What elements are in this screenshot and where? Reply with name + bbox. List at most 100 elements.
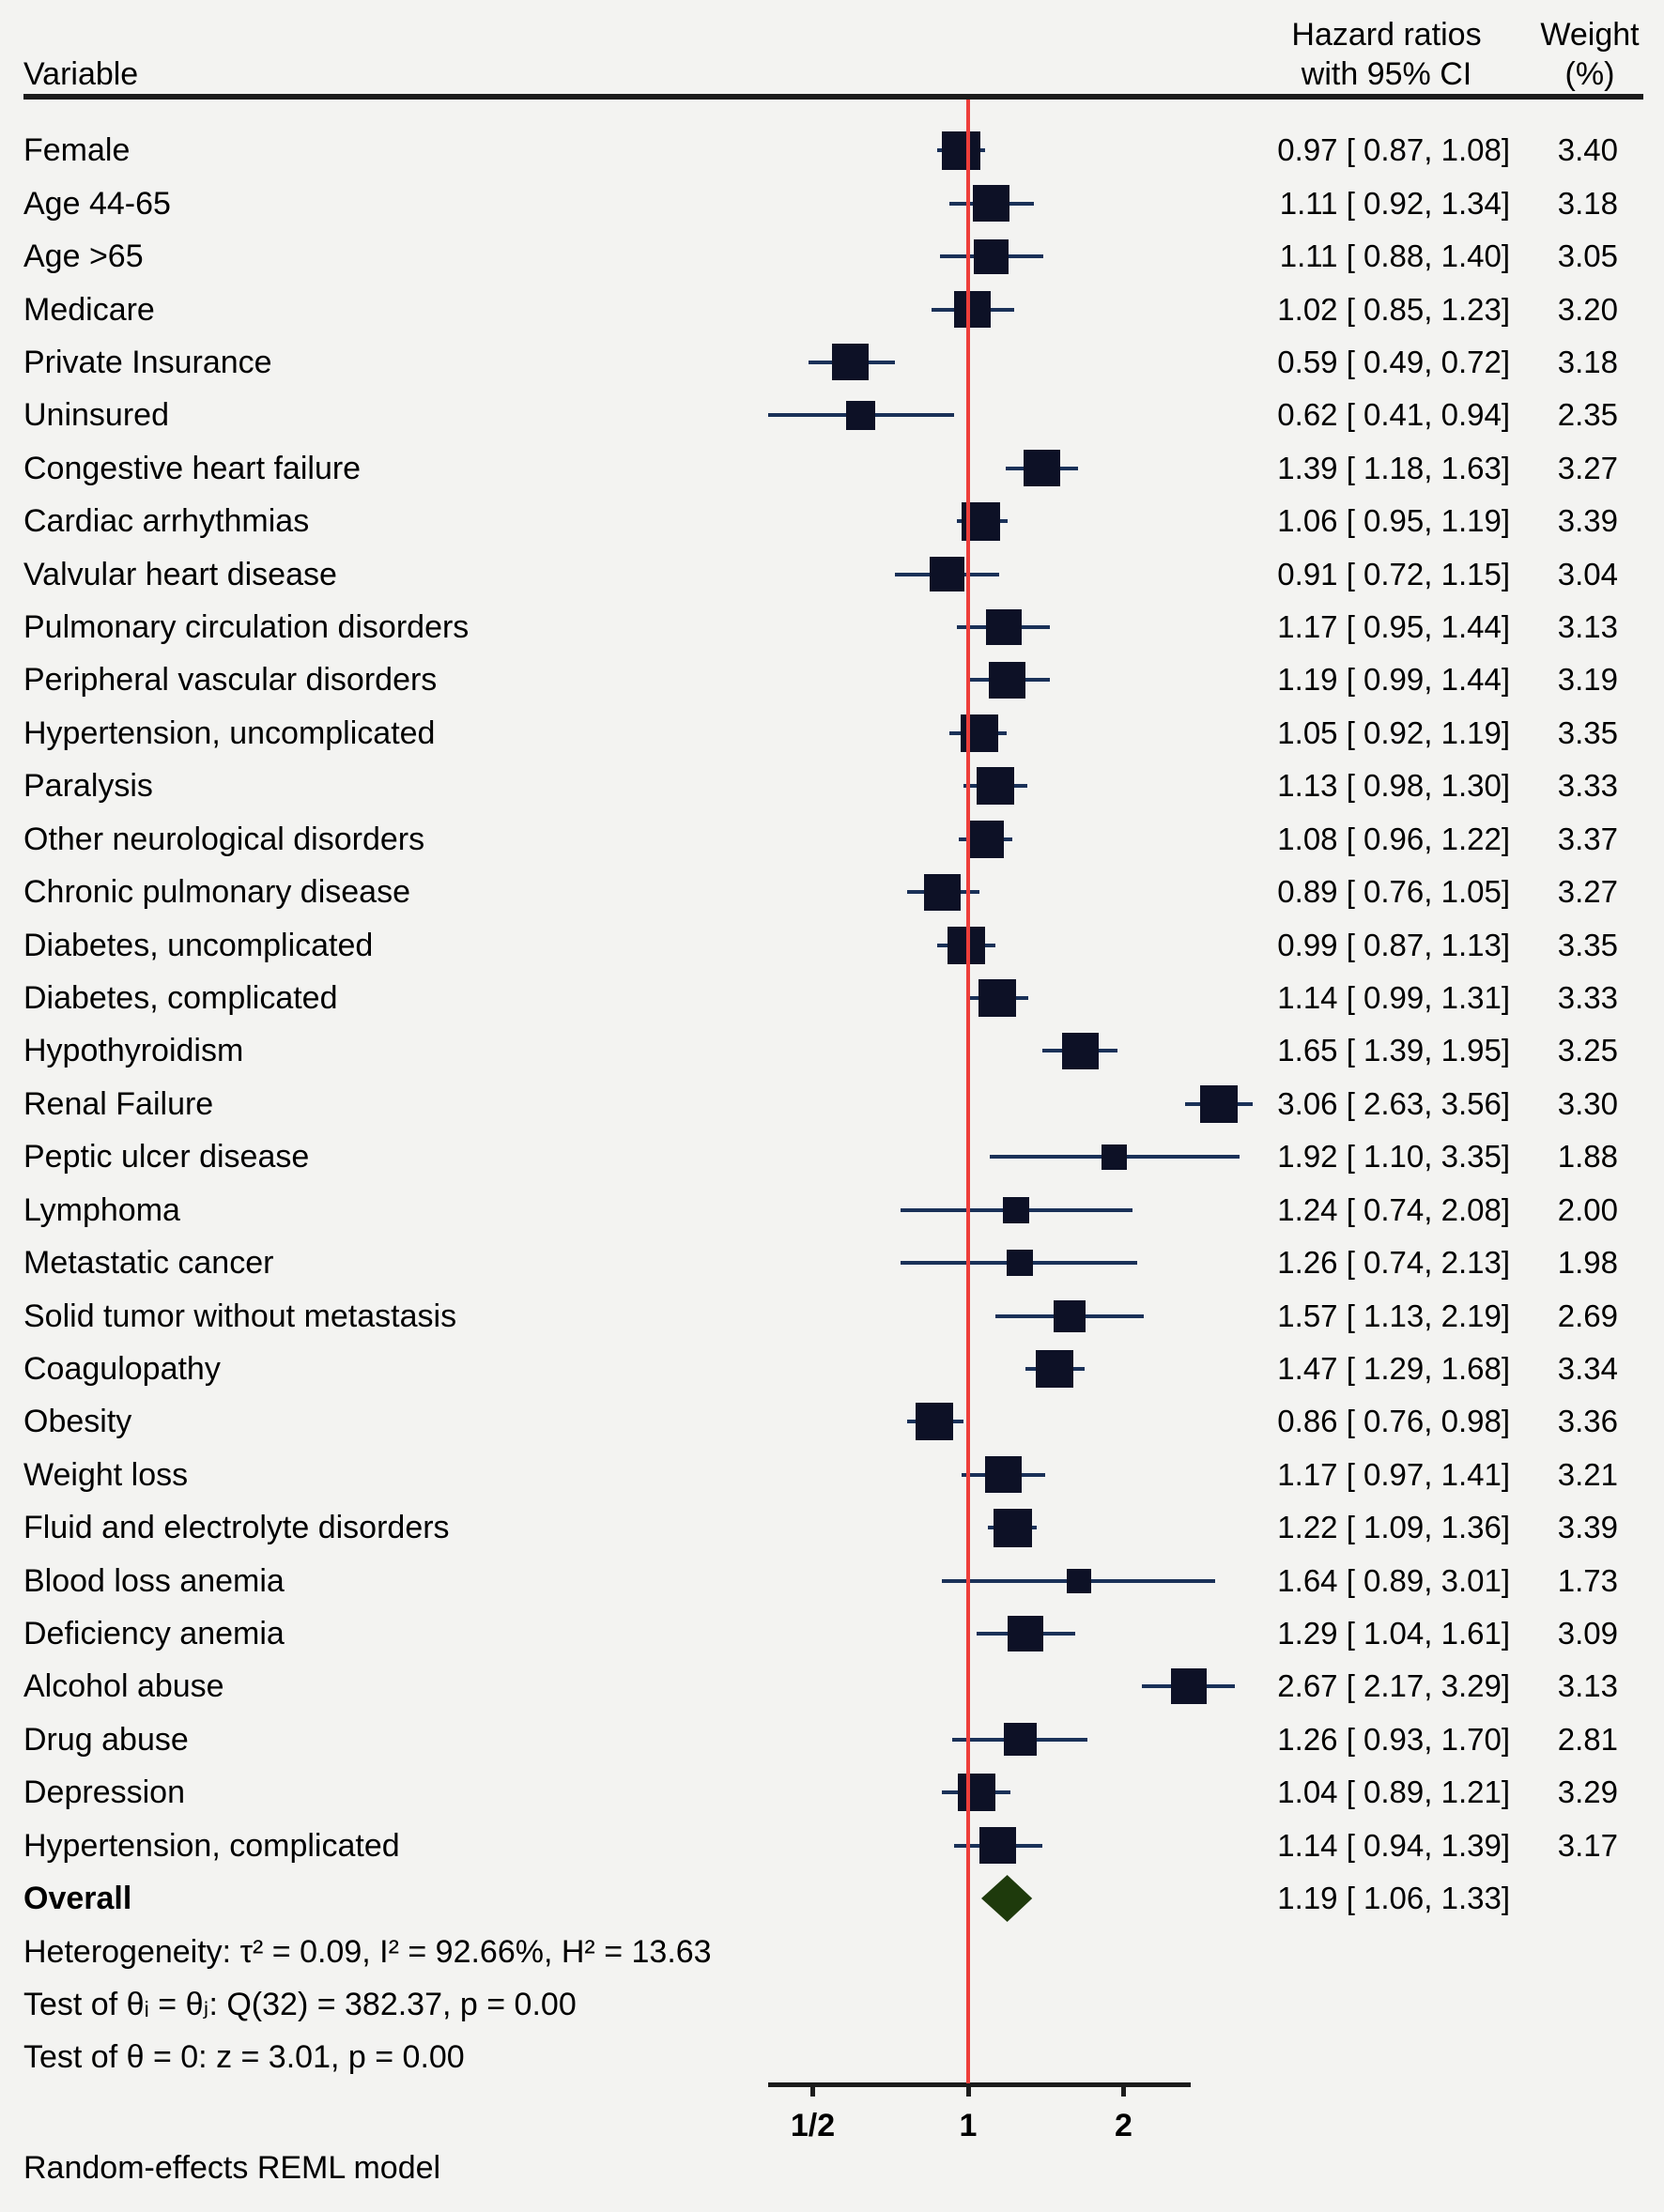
weight-value: 3.33 <box>1557 768 1618 804</box>
header-divider-rule <box>23 94 1643 100</box>
weight-value: 1.88 <box>1557 1139 1618 1175</box>
hr-ci-value: 1.17 [ 0.97, 1.41] <box>1277 1456 1510 1492</box>
effect-square <box>846 400 876 430</box>
effect-square <box>994 1508 1032 1547</box>
weight-value: 3.18 <box>1557 185 1618 221</box>
homogeneity-test-stats: Test of θᵢ = θⱼ: Q(32) = 382.37, p = 0.0… <box>23 1987 577 2022</box>
row-label: Cardiac arrhythmias <box>23 503 310 540</box>
hr-ci-value: 1.14 [ 0.94, 1.39] <box>1277 1827 1510 1863</box>
weight-value: 3.36 <box>1557 1404 1618 1439</box>
weight-value: 3.33 <box>1557 979 1618 1015</box>
overall-label: Overall <box>23 1881 132 1917</box>
hr-ci-value: 1.47 [ 1.29, 1.68] <box>1277 1350 1510 1386</box>
effect-square <box>974 238 1009 274</box>
weight-value: 3.34 <box>1557 1350 1618 1386</box>
hr-ci-value: 0.97 [ 0.87, 1.08] <box>1277 132 1510 168</box>
row-label: Peptic ulcer disease <box>23 1139 310 1175</box>
hr-ci-value: 1.17 [ 0.95, 1.44] <box>1277 609 1510 644</box>
hr-ci-value: 2.67 [ 2.17, 3.29] <box>1277 1668 1510 1704</box>
weight-value: 3.21 <box>1557 1456 1618 1492</box>
row-label: Pulmonary circulation disorders <box>23 609 470 645</box>
weight-value: 1.73 <box>1557 1562 1618 1598</box>
hr-ci-value: 1.05 [ 0.92, 1.19] <box>1277 714 1510 750</box>
weight-value: 2.81 <box>1557 1721 1618 1757</box>
weight-value: 3.13 <box>1557 609 1618 644</box>
row-label: Renal Failure <box>23 1085 214 1122</box>
overall-diamond <box>980 1875 1033 1923</box>
hr-ci-value: 1.22 [ 1.09, 1.36] <box>1277 1510 1510 1545</box>
row-label: Hypertension, complicated <box>23 1827 400 1864</box>
hr-ci-value: 1.92 [ 1.10, 3.35] <box>1277 1139 1510 1175</box>
row-label: Hypothyroidism <box>23 1033 244 1069</box>
weight-value: 3.18 <box>1557 344 1618 379</box>
x-axis-tick <box>810 2082 815 2097</box>
hr-ci-value: 1.29 [ 1.04, 1.61] <box>1277 1616 1510 1651</box>
hr-ci-value: 0.91 [ 0.72, 1.15] <box>1277 556 1510 591</box>
weight-value: 3.35 <box>1557 927 1618 962</box>
row-label: Obesity <box>23 1404 132 1440</box>
row-label: Medicare <box>23 291 155 328</box>
row-label: Age >65 <box>23 238 144 275</box>
row-label: Diabetes, uncomplicated <box>23 927 374 963</box>
row-label: Other neurological disorders <box>23 821 425 857</box>
row-label: Alcohol abuse <box>23 1668 224 1705</box>
hr-ci-value: 1.08 [ 0.96, 1.22] <box>1277 821 1510 856</box>
effect-square <box>977 767 1015 806</box>
variable-column-header: Variable <box>23 56 139 92</box>
weight-value: 3.37 <box>1557 821 1618 856</box>
effect-square <box>958 1774 996 1812</box>
x-axis-line <box>768 2082 1191 2087</box>
weight-value: 3.30 <box>1557 1085 1618 1121</box>
effect-square <box>1170 1668 1207 1705</box>
row-label: Deficiency anemia <box>23 1616 285 1651</box>
effect-square <box>978 978 1017 1017</box>
effect-square <box>942 131 981 170</box>
row-label: Lymphoma <box>23 1191 180 1228</box>
hr-ci-value: 0.59 [ 0.49, 0.72] <box>1277 344 1510 379</box>
effect-square <box>1062 1032 1100 1069</box>
overall-diamond-shape <box>980 1875 1033 1923</box>
row-label: Age 44-65 <box>23 185 171 222</box>
reference-line <box>966 100 970 2083</box>
row-label: Depression <box>23 1774 185 1811</box>
weight-value: 3.13 <box>1557 1668 1618 1704</box>
hr-ci-value: 0.89 [ 0.76, 1.05] <box>1277 874 1510 910</box>
row-label: Paralysis <box>23 768 153 805</box>
weight-value: 3.20 <box>1557 291 1618 327</box>
effect-square <box>1003 1723 1037 1757</box>
hr-ci-value: 3.06 [ 2.63, 3.56] <box>1277 1085 1510 1121</box>
hr-ci-value: 0.62 [ 0.41, 0.94] <box>1277 397 1510 433</box>
overall-effect-test-stats: Test of θ = 0: z = 3.01, p = 0.00 <box>23 2039 465 2075</box>
effect-square <box>1036 1349 1073 1388</box>
hr-ci-value: 1.02 [ 0.85, 1.23] <box>1277 291 1510 327</box>
row-label: Solid tumor without metastasis <box>23 1298 457 1334</box>
weight-value: 3.35 <box>1557 714 1618 750</box>
row-label: Uninsured <box>23 397 169 434</box>
hr-ci-value: 1.26 [ 0.93, 1.70] <box>1277 1721 1510 1757</box>
overall-hr-ci-value: 1.19 [ 1.06, 1.33] <box>1277 1881 1510 1916</box>
weight-value: 3.27 <box>1557 874 1618 910</box>
hr-ci-value: 1.26 [ 0.74, 2.13] <box>1277 1245 1510 1280</box>
hr-ci-value: 1.57 [ 1.13, 2.19] <box>1277 1298 1510 1333</box>
hr-ci-value: 1.13 [ 0.98, 1.30] <box>1277 768 1510 804</box>
heterogeneity-stats: Heterogeneity: τ² = 0.09, I² = 92.66%, H… <box>23 1934 712 1970</box>
hazard-ratio-column-header: Hazard ratios with 95% CI <box>1291 17 1482 92</box>
x-axis-tick <box>965 2082 971 2097</box>
effect-square <box>966 820 1005 858</box>
row-label: Chronic pulmonary disease <box>23 874 410 911</box>
effect-square <box>831 344 869 381</box>
effect-square <box>985 1456 1022 1494</box>
row-label: Peripheral vascular disorders <box>23 662 438 699</box>
weight-value: 3.25 <box>1557 1033 1618 1068</box>
hr-ci-value: 0.86 [ 0.76, 0.98] <box>1277 1404 1510 1439</box>
effect-square <box>1003 1196 1030 1223</box>
weight-value: 3.40 <box>1557 132 1618 168</box>
x-axis-tick-label: 1/2 <box>790 2108 836 2143</box>
row-label: Metastatic cancer <box>23 1245 274 1281</box>
row-label: Valvular heart disease <box>23 556 337 592</box>
weight-value: 3.27 <box>1557 450 1618 485</box>
effect-square <box>973 185 1010 223</box>
row-label: Coagulopathy <box>23 1350 221 1387</box>
hr-ci-value: 1.65 [ 1.39, 1.95] <box>1277 1033 1510 1068</box>
